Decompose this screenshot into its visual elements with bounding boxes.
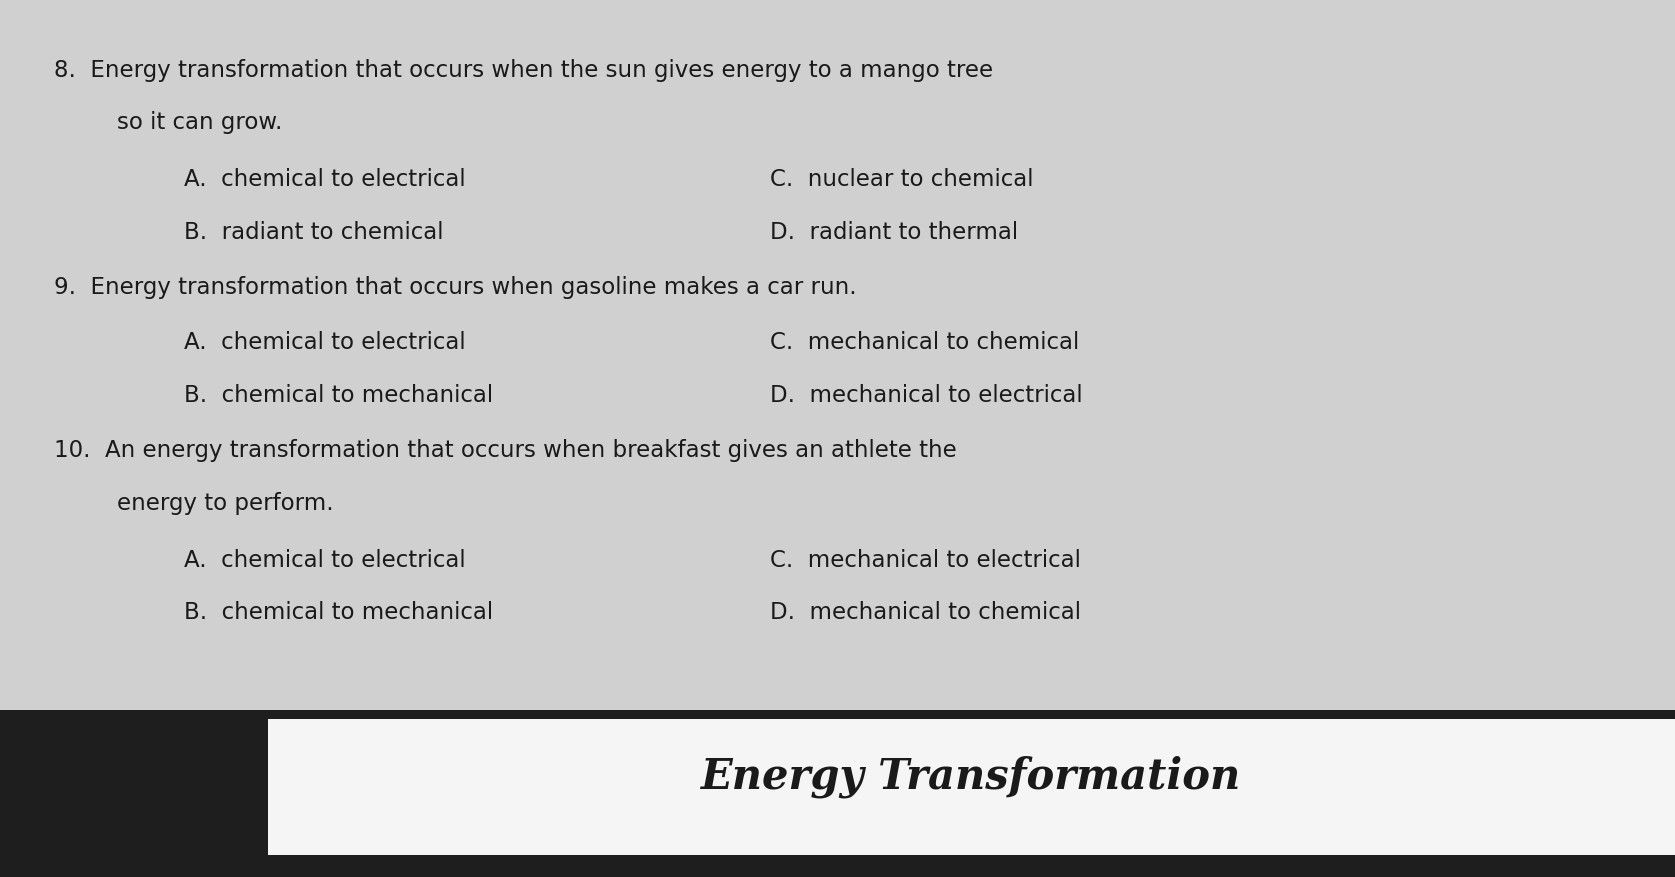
Text: D.  mechanical to electrical: D. mechanical to electrical (770, 383, 1084, 406)
Text: 10.  An energy transformation that occurs when breakfast gives an athlete the: 10. An energy transformation that occurs… (54, 438, 956, 461)
Text: C.  mechanical to electrical: C. mechanical to electrical (770, 548, 1082, 571)
Text: energy to perform.: energy to perform. (117, 491, 333, 514)
Text: D.  radiant to thermal: D. radiant to thermal (770, 221, 1018, 244)
Text: A.  chemical to electrical: A. chemical to electrical (184, 331, 466, 353)
Text: A.  chemical to electrical: A. chemical to electrical (184, 168, 466, 191)
Text: B.  chemical to mechanical: B. chemical to mechanical (184, 383, 494, 406)
Text: C.  mechanical to chemical: C. mechanical to chemical (770, 331, 1080, 353)
Text: so it can grow.: so it can grow. (117, 111, 283, 134)
Text: 9.  Energy transformation that occurs when gasoline makes a car run.: 9. Energy transformation that occurs whe… (54, 276, 856, 299)
Text: C.  nuclear to chemical: C. nuclear to chemical (770, 168, 1033, 191)
Text: B.  radiant to chemical: B. radiant to chemical (184, 221, 444, 244)
Text: Energy Transformation: Energy Transformation (702, 755, 1241, 797)
Text: 8.  Energy transformation that occurs when the sun gives energy to a mango tree: 8. Energy transformation that occurs whe… (54, 59, 993, 82)
FancyBboxPatch shape (0, 710, 1675, 877)
Text: B.  chemical to mechanical: B. chemical to mechanical (184, 601, 494, 624)
Text: D.  mechanical to chemical: D. mechanical to chemical (770, 601, 1082, 624)
Text: A.  chemical to electrical: A. chemical to electrical (184, 548, 466, 571)
FancyBboxPatch shape (268, 719, 1675, 855)
